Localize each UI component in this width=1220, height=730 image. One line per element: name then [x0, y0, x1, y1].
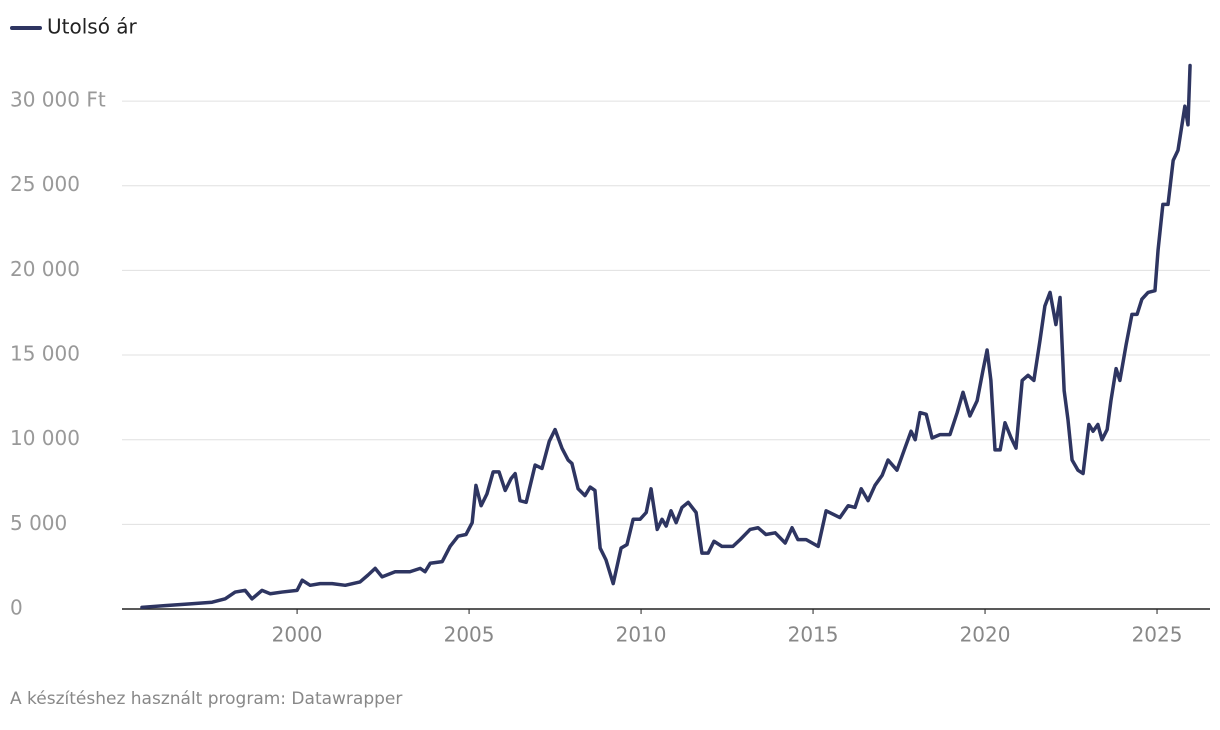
y-tick-label: 20 000 — [10, 257, 80, 281]
x-tick-label: 2005 — [444, 623, 495, 647]
y-tick-label: 10 000 — [10, 426, 80, 450]
x-tick-label: 2025 — [1132, 623, 1183, 647]
y-tick-label: 0 — [10, 596, 23, 620]
x-tick-label: 2015 — [788, 623, 839, 647]
legend-label: Utolsó ár — [47, 15, 138, 39]
y-tick-label: 15 000 — [10, 342, 80, 366]
y-tick-label: 30 000 Ft — [10, 88, 106, 112]
x-tick-label: 2020 — [960, 623, 1011, 647]
price-line — [140, 63, 1192, 610]
y-tick-label: 5 000 — [10, 511, 67, 535]
x-tick-label: 2000 — [272, 623, 323, 647]
credit: A készítéshez használt program: Datawrap… — [10, 689, 402, 709]
x-tick-label: 2010 — [616, 623, 667, 647]
y-tick-label: 25 000 — [10, 172, 80, 196]
